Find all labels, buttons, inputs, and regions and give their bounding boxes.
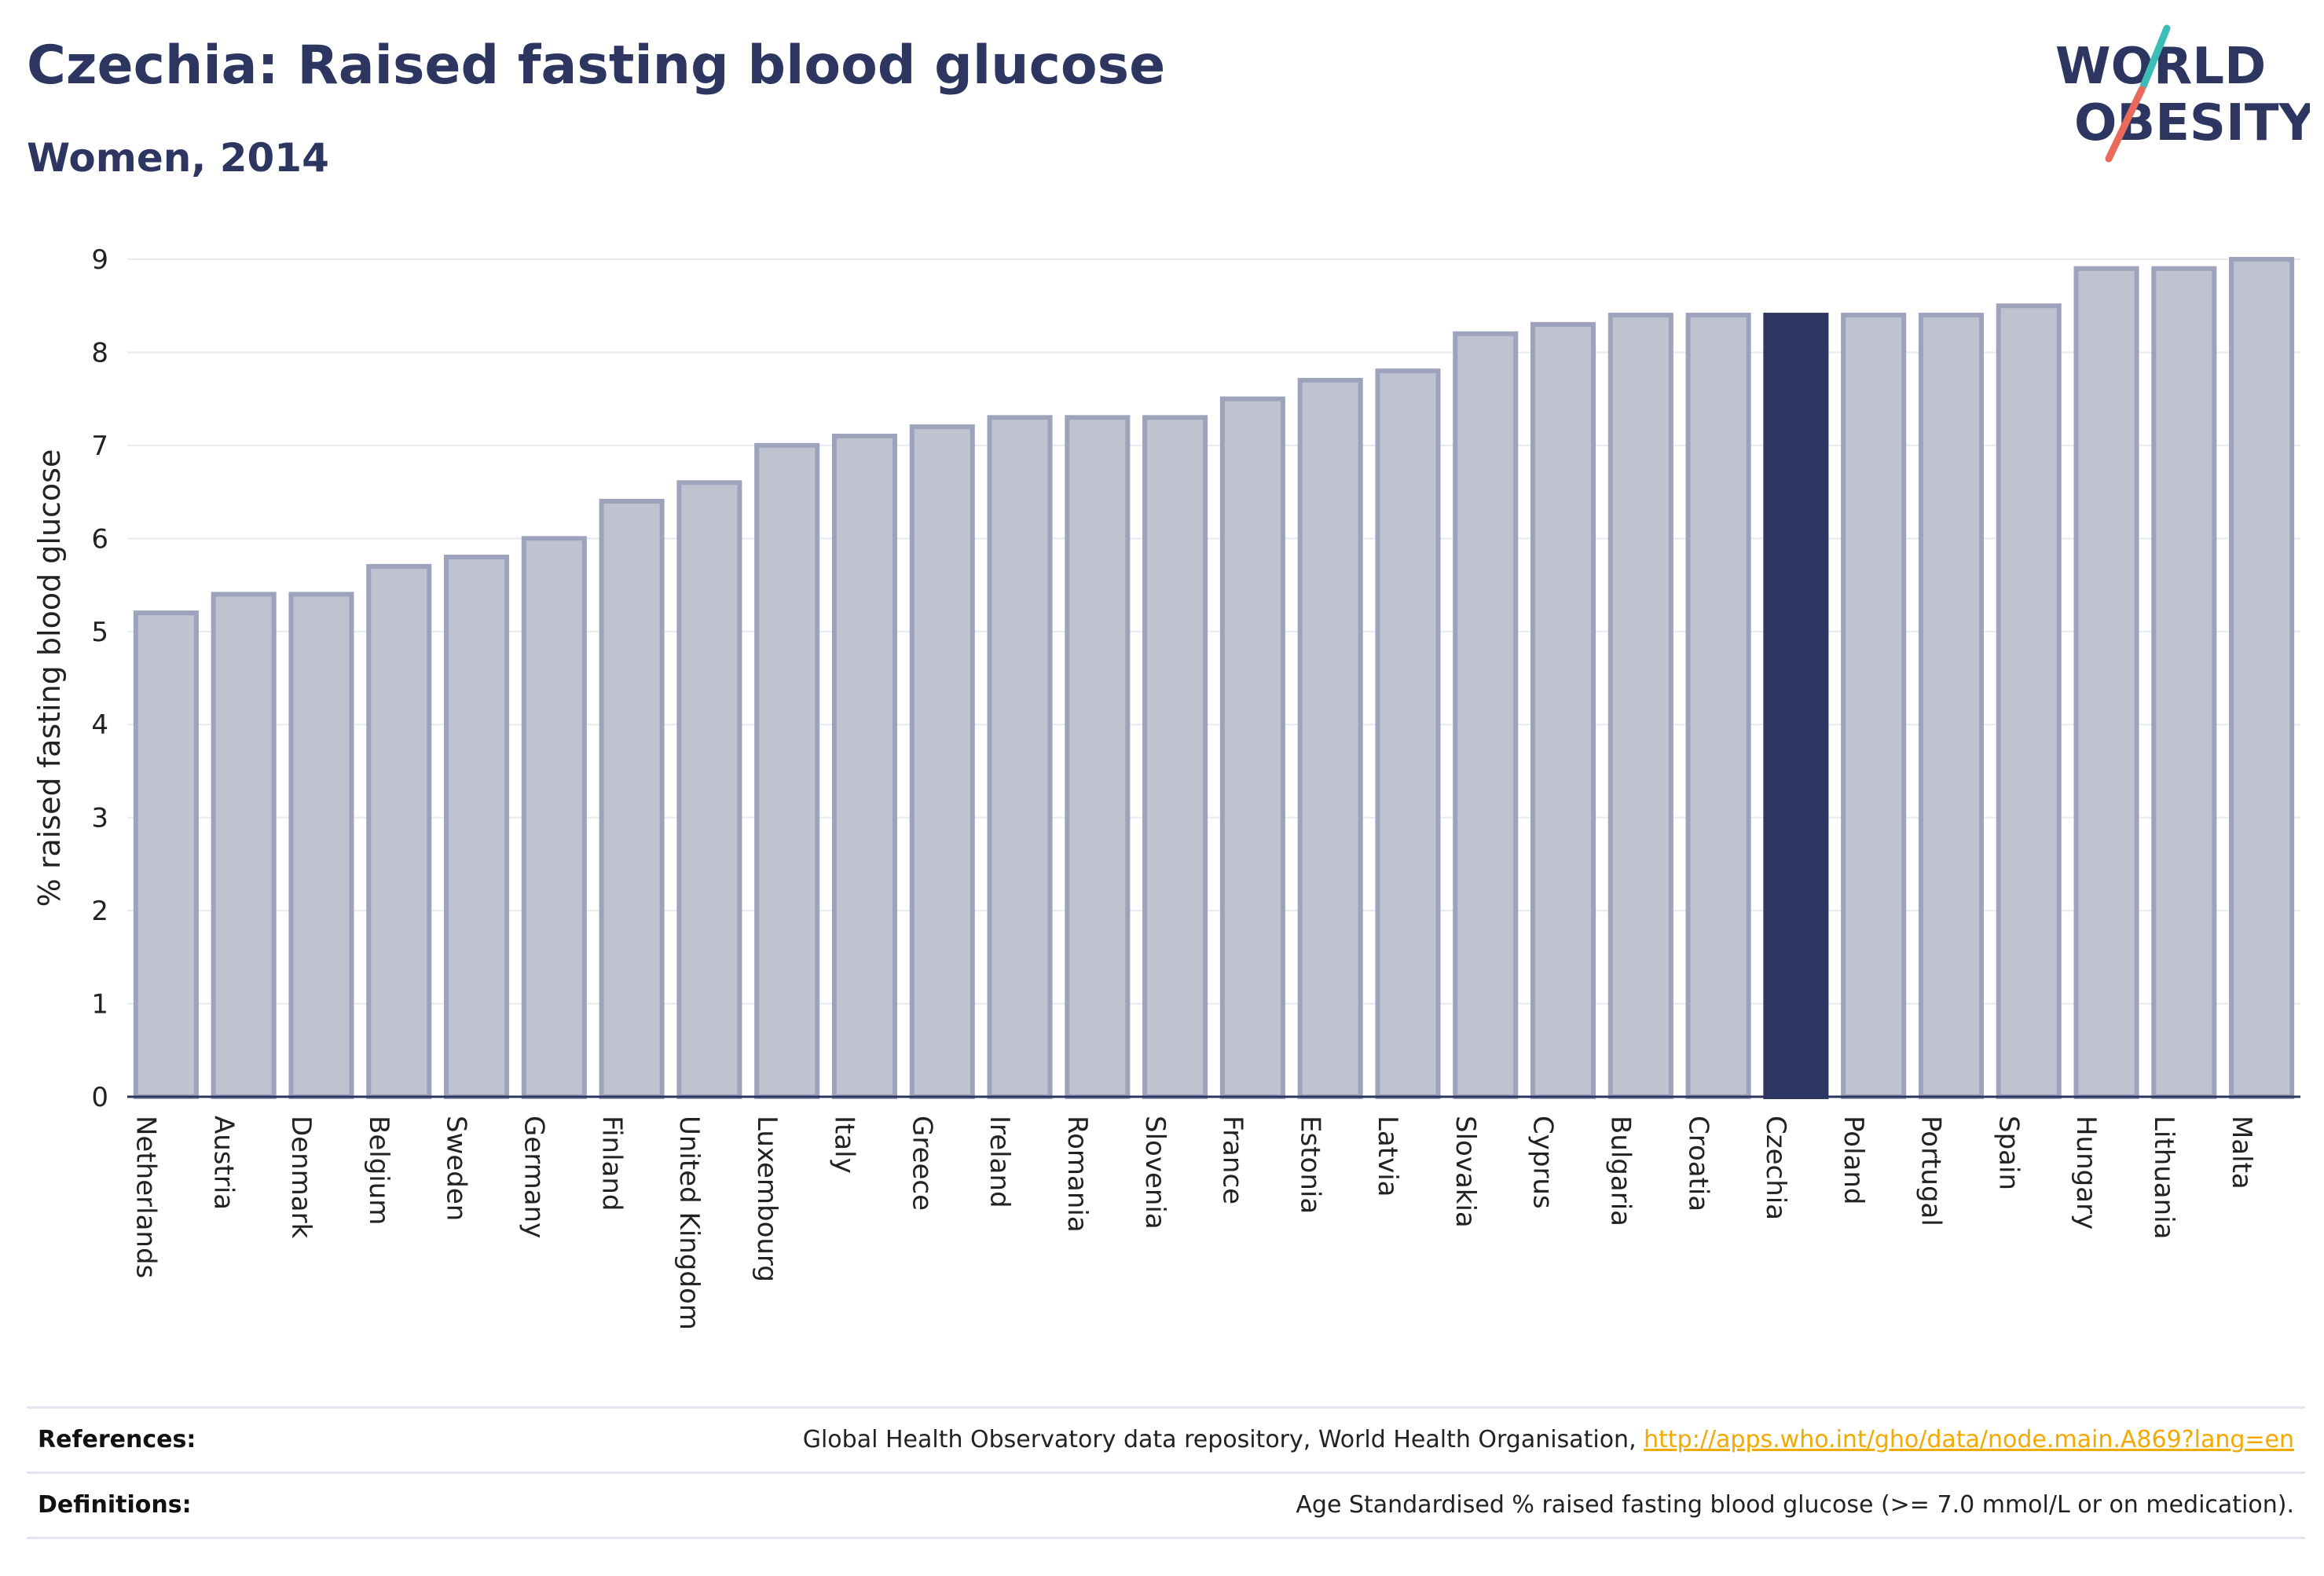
x-tick-label: Slovenia: [1139, 1116, 1171, 1230]
x-tick-label: Cyprus: [1527, 1116, 1559, 1209]
x-tick-label: Portugal: [1915, 1116, 1947, 1226]
definitions-value: Age Standardised % raised fasting blood …: [1296, 1491, 2294, 1519]
x-tick-label: Ireland: [984, 1116, 1015, 1208]
y-axis-label: % raised fasting blood glucose: [32, 449, 67, 907]
references-label: References:: [38, 1426, 196, 1453]
x-tick-label: Finland: [596, 1116, 627, 1211]
y-tick-label: 2: [91, 896, 108, 927]
bars: [133, 257, 2295, 1100]
page-subtitle: Women, 2014: [27, 135, 329, 181]
bar-bulgaria: [1607, 313, 1673, 1100]
bar-denmark: [288, 592, 354, 1099]
bar-ireland: [987, 415, 1053, 1099]
bar-croatia: [1685, 313, 1751, 1100]
x-tick-labels: Netherlands Austria Denmark Belgium Sweden Ge…: [130, 1116, 2257, 1330]
x-tick-label: Spain: [1992, 1116, 2024, 1190]
x-tick-label: Belgium: [363, 1116, 394, 1225]
bar-slovenia: [1142, 415, 1208, 1099]
x-tick-label: Slovakia: [1450, 1116, 1481, 1228]
x-tick-label: Estonia: [1294, 1116, 1325, 1214]
bar-finland: [599, 498, 665, 1099]
x-tick-label: Croatia: [1682, 1116, 1714, 1211]
bar-hungary: [2073, 266, 2139, 1099]
x-tick-label: Lithuania: [2148, 1116, 2179, 1239]
world-obesity-logo: WORLD OBESITY: [2055, 24, 2310, 163]
bar-chart: 0 1 2 3 4 5 6 7 8 9 Netherlands Austria Denmark Belg…: [32, 244, 2300, 1330]
page-title: Czechia: Raised fasting blood glucose: [27, 35, 1166, 97]
x-tick-label: Bulgaria: [1605, 1116, 1637, 1226]
y-tick-label: 6: [91, 523, 108, 555]
y-tick-labels: 0 1 2 3 4 5 6 7 8 9: [91, 244, 108, 1113]
bar-malta: [2229, 257, 2295, 1099]
references-text: Global Health Observatory data repositor…: [802, 1426, 1644, 1453]
x-tick-label: Germany: [519, 1116, 550, 1238]
definitions-label: Definitions:: [38, 1491, 192, 1519]
logo-slash-bottom: [2105, 86, 2146, 163]
y-tick-label: 3: [91, 803, 108, 834]
x-tick-label: Netherlands: [130, 1116, 162, 1278]
x-tick-label: Latvia: [1372, 1116, 1403, 1197]
y-tick-label: 7: [91, 431, 108, 462]
notes-table: References: Global Health Observatory da…: [27, 1406, 2305, 1539]
bar-portugal: [1918, 313, 1984, 1100]
bar-luxembourg: [754, 442, 820, 1099]
y-tick-label: 9: [91, 244, 108, 276]
x-tick-label: Luxembourg: [751, 1116, 783, 1282]
bar-cyprus: [1530, 321, 1596, 1099]
bar-italy: [831, 434, 897, 1099]
y-tick-label: 5: [91, 617, 108, 648]
bar-estonia: [1297, 377, 1363, 1099]
bar-france: [1219, 396, 1285, 1099]
x-tick-label: Malta: [2226, 1116, 2257, 1189]
bar-germany: [521, 536, 587, 1099]
bar-sweden: [444, 555, 510, 1099]
x-tick-label: Austria: [207, 1116, 239, 1210]
x-tick-label: Czechia: [1760, 1116, 1791, 1220]
bar-romania: [1065, 415, 1131, 1099]
bar-poland: [1841, 313, 1907, 1100]
bar-czechia: [1763, 313, 1829, 1100]
bar-netherlands: [133, 610, 199, 1099]
bar-belgium: [366, 563, 432, 1099]
x-tick-label: France: [1217, 1116, 1248, 1204]
references-link[interactable]: http://apps.who.int/gho/data/node.main.A…: [1644, 1426, 2294, 1453]
y-tick-label: 1: [91, 989, 108, 1021]
logo-slash-top: [2139, 24, 2171, 90]
bar-austria: [211, 592, 277, 1099]
bar-spain: [1996, 303, 2062, 1099]
x-tick-label: United Kingdom: [673, 1116, 705, 1330]
references-value: Global Health Observatory data repositor…: [803, 1426, 2294, 1453]
definitions-row: Definitions: Age Standardised % raised f…: [27, 1472, 2305, 1539]
x-tick-label: Sweden: [441, 1116, 472, 1221]
references-row: References: Global Health Observatory da…: [27, 1406, 2305, 1472]
x-tick-label: Italy: [829, 1116, 860, 1174]
bar-latvia: [1375, 368, 1441, 1099]
bar-united-kingdom: [676, 480, 742, 1099]
y-tick-label: 8: [91, 337, 108, 368]
bar-lithuania: [2151, 266, 2217, 1099]
bar-greece: [909, 424, 975, 1099]
x-tick-label: Denmark: [285, 1116, 317, 1239]
x-tick-label: Romania: [1061, 1116, 1093, 1233]
x-tick-label: Greece: [906, 1116, 937, 1211]
x-tick-label: Poland: [1838, 1116, 1869, 1205]
y-tick-label: 0: [91, 1082, 108, 1113]
bar-slovakia: [1453, 331, 1519, 1099]
x-tick-label: Hungary: [2070, 1116, 2102, 1230]
y-tick-label: 4: [91, 709, 108, 741]
